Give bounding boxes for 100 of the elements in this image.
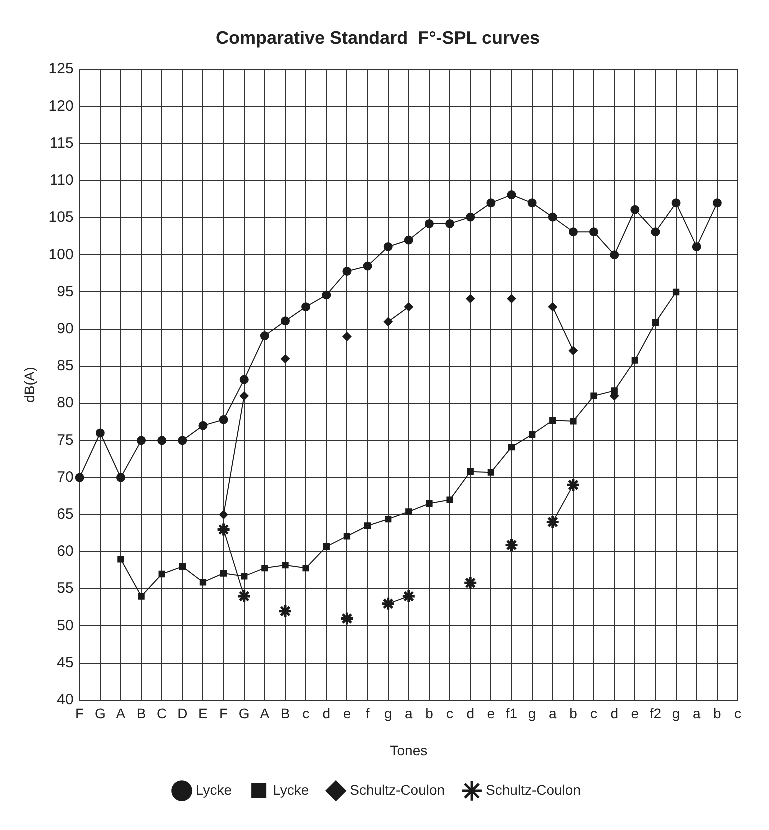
point bbox=[610, 250, 620, 260]
point bbox=[568, 346, 578, 356]
point bbox=[528, 431, 536, 438]
point bbox=[260, 332, 270, 341]
x-tick-label: c bbox=[590, 706, 598, 722]
point bbox=[262, 564, 268, 572]
point bbox=[466, 294, 476, 304]
y-tick-label: 40 bbox=[57, 692, 74, 709]
y-tick-label: 80 bbox=[57, 394, 74, 412]
x-tick-label: e bbox=[631, 706, 640, 722]
point bbox=[302, 302, 311, 312]
point bbox=[508, 444, 516, 451]
point bbox=[446, 219, 455, 228]
point bbox=[281, 316, 290, 326]
x-tick-label: g bbox=[384, 706, 392, 722]
point bbox=[467, 468, 474, 476]
point bbox=[446, 496, 454, 504]
y-tick-label: 60 bbox=[57, 543, 74, 560]
point bbox=[404, 236, 414, 245]
point bbox=[179, 563, 186, 570]
x-tick-label: c bbox=[302, 706, 310, 722]
x-tick-label: C bbox=[157, 706, 168, 722]
point bbox=[240, 392, 249, 401]
point bbox=[546, 515, 560, 530]
x-tick-label: g bbox=[528, 706, 536, 722]
point bbox=[138, 593, 145, 600]
point bbox=[158, 570, 166, 578]
point bbox=[241, 573, 248, 580]
x-tick-label: a bbox=[692, 706, 701, 722]
y-tick-label: 105 bbox=[48, 209, 74, 226]
x-tick-label: G bbox=[94, 706, 106, 722]
y-tick-label: 75 bbox=[57, 432, 74, 449]
x-tick-label: d bbox=[322, 706, 331, 722]
x-tick-label: c bbox=[734, 706, 742, 722]
x-tick-label: B bbox=[136, 706, 146, 722]
point bbox=[384, 317, 393, 326]
point bbox=[340, 612, 354, 626]
point bbox=[342, 266, 352, 276]
point bbox=[528, 198, 537, 208]
point bbox=[568, 228, 578, 237]
y-tick-label: 125 bbox=[48, 60, 74, 78]
x-tick-label: e bbox=[487, 706, 496, 722]
point bbox=[75, 473, 84, 482]
point bbox=[692, 242, 702, 252]
point bbox=[118, 556, 124, 563]
legend-label: Lycke bbox=[196, 782, 232, 798]
point bbox=[590, 392, 598, 400]
y-tick-label: 90 bbox=[57, 320, 74, 338]
point bbox=[672, 198, 681, 208]
point bbox=[424, 219, 434, 228]
y-tick-label: 120 bbox=[48, 98, 74, 115]
point bbox=[651, 228, 660, 237]
point bbox=[96, 428, 105, 438]
x-tick-label: e bbox=[343, 706, 352, 722]
legend-label: Schultz-Coulon bbox=[486, 782, 581, 798]
x-axis-title: Tones bbox=[390, 742, 428, 758]
point bbox=[381, 596, 396, 612]
y-tick-label: 50 bbox=[57, 617, 74, 634]
x-tick-label: b bbox=[570, 706, 578, 722]
x-tick-label: D bbox=[178, 706, 188, 722]
y-tick-label: 115 bbox=[50, 134, 74, 152]
point bbox=[672, 288, 680, 296]
x-tick-label: d bbox=[466, 706, 475, 722]
point bbox=[548, 212, 558, 222]
x-tick-label: G bbox=[238, 706, 250, 722]
point bbox=[406, 508, 412, 516]
point bbox=[550, 417, 556, 424]
x-tick-label: E bbox=[198, 706, 208, 722]
point bbox=[322, 290, 332, 300]
point bbox=[219, 510, 228, 520]
x-tick-label: g bbox=[672, 706, 680, 722]
point bbox=[712, 198, 722, 208]
x-tick-label: d bbox=[610, 706, 618, 722]
point bbox=[158, 436, 167, 446]
x-tick-label: F bbox=[76, 706, 84, 722]
point bbox=[240, 375, 249, 384]
point bbox=[137, 436, 146, 446]
point bbox=[488, 469, 495, 476]
y-tick-label: 85 bbox=[57, 358, 74, 375]
point bbox=[570, 418, 577, 425]
point bbox=[385, 516, 392, 523]
point bbox=[323, 543, 330, 550]
x-tick-label: b bbox=[426, 706, 434, 722]
point bbox=[282, 562, 289, 569]
point bbox=[237, 589, 252, 604]
point bbox=[504, 538, 520, 553]
point bbox=[220, 570, 228, 577]
point bbox=[611, 388, 618, 394]
point bbox=[384, 242, 393, 252]
x-tick-label: a bbox=[548, 706, 557, 722]
point bbox=[590, 228, 599, 237]
point bbox=[178, 436, 188, 446]
y-tick-label: 65 bbox=[57, 506, 74, 524]
chart-title: Comparative Standard F°-SPL curves bbox=[216, 28, 540, 48]
point bbox=[116, 473, 126, 482]
point bbox=[216, 522, 232, 537]
point bbox=[302, 564, 310, 572]
point bbox=[342, 332, 352, 342]
point bbox=[632, 357, 638, 364]
x-tick-label: F bbox=[220, 706, 228, 722]
